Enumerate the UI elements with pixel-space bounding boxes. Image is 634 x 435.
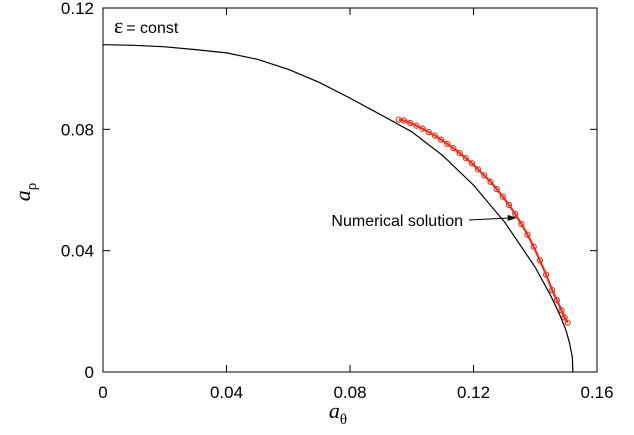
x-tick-label: 0.12 — [457, 383, 490, 402]
numerical-solution-point — [419, 125, 426, 132]
legend-epsilon-const: ε = const — [114, 13, 179, 38]
numerical-solution-point — [444, 140, 451, 148]
numerical-solution-point — [512, 210, 519, 218]
y-ticks: 0 0.04 0.08 0.12 — [61, 0, 597, 382]
numerical-solution-point — [493, 185, 500, 193]
numerical-solution-point — [425, 128, 432, 136]
plot-frame — [102, 7, 598, 373]
numerical-solution-point — [413, 122, 420, 129]
numerical-solution-point — [542, 271, 550, 278]
numerical-solution-point — [549, 286, 556, 294]
x-axis-label: aθ — [329, 398, 347, 428]
numerical-solution-point — [524, 231, 531, 238]
numerical-solution-point — [474, 166, 482, 173]
annotation-numerical-solution: Numerical solution — [331, 213, 463, 230]
numerical-solution-point — [456, 149, 463, 157]
numerical-solution-point — [400, 117, 408, 124]
numerical-solution-point — [407, 119, 414, 127]
numerical-solution-point — [437, 136, 445, 143]
y-axis-label: aρ — [10, 183, 40, 202]
numerical-solution-point — [431, 132, 439, 139]
numerical-solution-point — [536, 257, 544, 264]
numerical-solution-point — [518, 220, 525, 228]
numerical-solution-point — [505, 201, 513, 209]
numerical-solution-point — [468, 160, 476, 167]
numerical-solution-point — [487, 178, 494, 185]
y-tick-label: 0.12 — [61, 0, 94, 18]
x-tick-label: 0.08 — [333, 383, 366, 402]
x-tick-label: 0.16 — [580, 383, 613, 402]
annotation-arrow — [468, 217, 511, 221]
y-tick-label: 0.08 — [61, 120, 94, 139]
y-tick-label: 0.04 — [61, 242, 94, 261]
numerical-solution-point — [450, 144, 457, 152]
numerical-solution-point — [553, 296, 561, 304]
numerical-solution-point — [499, 193, 506, 200]
x-tick-label: 0.04 — [210, 383, 243, 402]
series-layer — [102, 44, 574, 373]
x-tick-label: 0 — [98, 383, 107, 402]
numerical-solution-point — [462, 155, 469, 162]
numerical-solution-point — [564, 319, 571, 326]
numerical-solution-point — [558, 307, 565, 314]
numerical-solution-point — [561, 314, 568, 321]
annotation-arrowhead — [507, 214, 517, 221]
numerical-solution-point — [481, 172, 488, 179]
y-tick-label: 0 — [85, 363, 94, 382]
numerical-solution-point — [530, 243, 537, 250]
x-ticks: 0 0.04 0.08 0.12 0.16 — [98, 8, 614, 402]
analytic-curve — [102, 44, 574, 373]
